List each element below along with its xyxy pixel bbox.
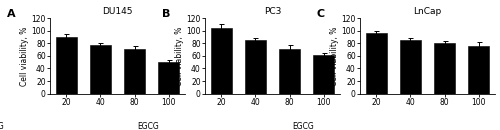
Bar [400, 40, 420, 94]
Bar [56, 37, 76, 94]
Text: C: C [317, 9, 325, 19]
Bar [158, 61, 179, 94]
Bar [468, 46, 489, 94]
Y-axis label: Cell viability, %: Cell viability, % [174, 26, 184, 86]
Title: PC3: PC3 [264, 7, 281, 16]
Text: EGCG
μg/mL:: EGCG μg/mL: [292, 122, 319, 130]
Bar [366, 33, 386, 94]
Y-axis label: Cell viability, %: Cell viability, % [20, 26, 28, 86]
Bar [211, 28, 232, 94]
Text: B: B [162, 9, 170, 19]
Text: EGCG
μg/mL:: EGCG μg/mL: [0, 122, 9, 130]
Title: LnCap: LnCap [414, 7, 442, 16]
Text: EGCG
μg/mL:: EGCG μg/mL: [138, 122, 164, 130]
Y-axis label: Cell viability, %: Cell viability, % [330, 26, 338, 86]
Bar [124, 49, 145, 94]
Text: A: A [7, 9, 16, 19]
Bar [245, 40, 266, 94]
Bar [280, 49, 300, 94]
Bar [314, 55, 334, 94]
Bar [90, 45, 110, 94]
Title: DU145: DU145 [102, 7, 133, 16]
Bar [434, 43, 455, 94]
